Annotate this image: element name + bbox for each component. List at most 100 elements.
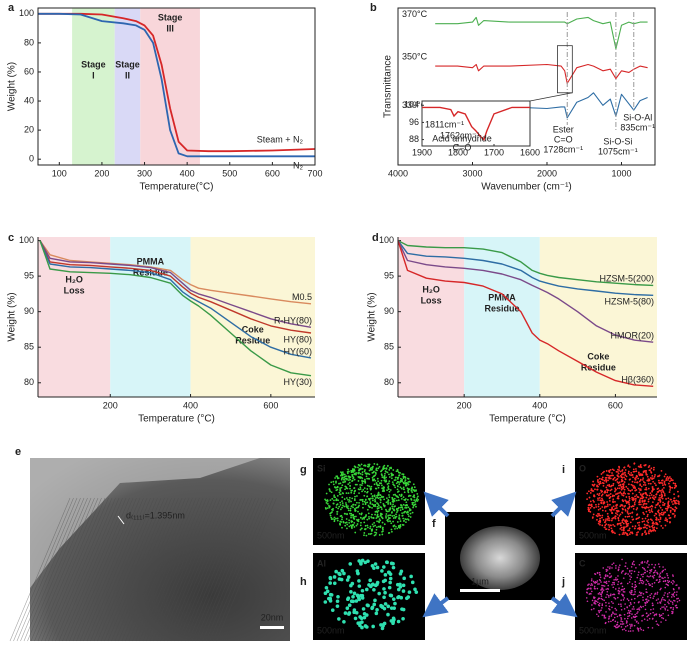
element-signal: [375, 482, 378, 484]
element-signal: [661, 606, 663, 608]
element-signal: [635, 567, 637, 569]
element-signal: [383, 498, 386, 501]
element-signal: [398, 514, 401, 517]
element-signal: [354, 507, 356, 510]
element-signal: [607, 474, 610, 477]
region-label: Coke: [242, 324, 264, 334]
element-signal: [631, 498, 634, 501]
element-signal: [651, 490, 654, 493]
element-signal: [657, 511, 660, 514]
element-signal: [339, 490, 342, 492]
element-signal: [629, 627, 632, 629]
element-signal: [623, 597, 626, 599]
element-signal: [371, 624, 375, 629]
element-signal: [623, 488, 626, 491]
element-signal: [658, 574, 661, 576]
element-signal: [643, 506, 646, 509]
element-signal: [399, 486, 402, 489]
element-signal: [359, 524, 362, 527]
element-signal: [661, 482, 664, 485]
element-signal: [326, 499, 329, 502]
element-signal: [634, 500, 637, 502]
element-signal: [618, 522, 621, 525]
element-signal: [669, 476, 671, 478]
lattice-fringe: [9, 497, 71, 642]
element-signal: [647, 479, 650, 482]
element-signal: [397, 507, 400, 510]
element-signal: [663, 598, 665, 601]
element-signal: [619, 470, 622, 473]
element-signal: [659, 608, 662, 610]
inset-x-tick-label: 1900: [412, 147, 432, 157]
element-signal: [588, 490, 590, 493]
element-signal: [643, 513, 645, 516]
element-signal: [364, 478, 366, 481]
element-signal: [380, 508, 383, 511]
element-signal: [404, 518, 407, 520]
element-signal: [339, 501, 342, 504]
element-signal: [638, 609, 641, 611]
element-signal: [675, 499, 678, 502]
element-signal: [630, 598, 633, 601]
element-signal: [350, 581, 355, 586]
element-signal: [615, 626, 617, 629]
element-signal: [341, 506, 343, 509]
element-signal: [624, 603, 626, 605]
element-signal: [642, 483, 645, 486]
element-signal: [624, 625, 627, 628]
element-signal: [621, 511, 624, 514]
element-signal: [617, 590, 620, 592]
element-signal: [655, 516, 658, 519]
element-signal: [384, 470, 387, 473]
element-signal: [669, 486, 672, 489]
element-signal: [340, 474, 342, 477]
element-signal: [666, 518, 668, 521]
element-signal: [350, 471, 353, 474]
element-signal: [341, 502, 344, 505]
element-signal: [330, 608, 335, 612]
element-signal: [363, 494, 366, 497]
element-signal: [645, 533, 647, 536]
element-signal: [333, 518, 336, 521]
element-signal: [605, 596, 607, 599]
element-signal: [636, 595, 639, 598]
element-signal: [640, 485, 643, 488]
element-signal: [597, 485, 599, 488]
element-signal: [374, 503, 377, 506]
element-signal: [622, 588, 624, 591]
element-signal: [646, 524, 649, 527]
element-signal: [371, 503, 374, 506]
element-signal: [353, 518, 356, 520]
element-signal: [373, 495, 376, 498]
element-signal: [641, 494, 643, 497]
annotation: 1728cm⁻¹: [543, 144, 583, 154]
element-signal: [636, 521, 639, 524]
element-signal: [614, 597, 617, 600]
element-signal: [663, 475, 666, 478]
element-signal: [603, 581, 606, 583]
element-signal: [662, 580, 665, 583]
element-signal: [641, 579, 644, 582]
element-signal: [606, 489, 609, 492]
lattice-fringe: [76, 497, 137, 642]
element-signal: [606, 501, 608, 503]
element-signal: [372, 587, 376, 592]
element-signal: [661, 479, 663, 482]
element-signal: [668, 580, 671, 583]
element-signal: [672, 579, 674, 582]
element-signal: [629, 531, 632, 534]
element-signal: [652, 527, 654, 529]
element-signal: [661, 488, 664, 491]
element-signal: [608, 605, 611, 608]
element-signal: [328, 576, 333, 581]
element-signal: [363, 517, 366, 520]
element-signal: [605, 479, 608, 482]
element-signal: [603, 599, 605, 602]
element-signal: [391, 505, 394, 508]
element-signal: [609, 566, 611, 568]
element-signal: [383, 505, 386, 508]
element-signal: [617, 592, 620, 595]
element-signal: [359, 486, 362, 489]
element-signal: [654, 496, 657, 498]
